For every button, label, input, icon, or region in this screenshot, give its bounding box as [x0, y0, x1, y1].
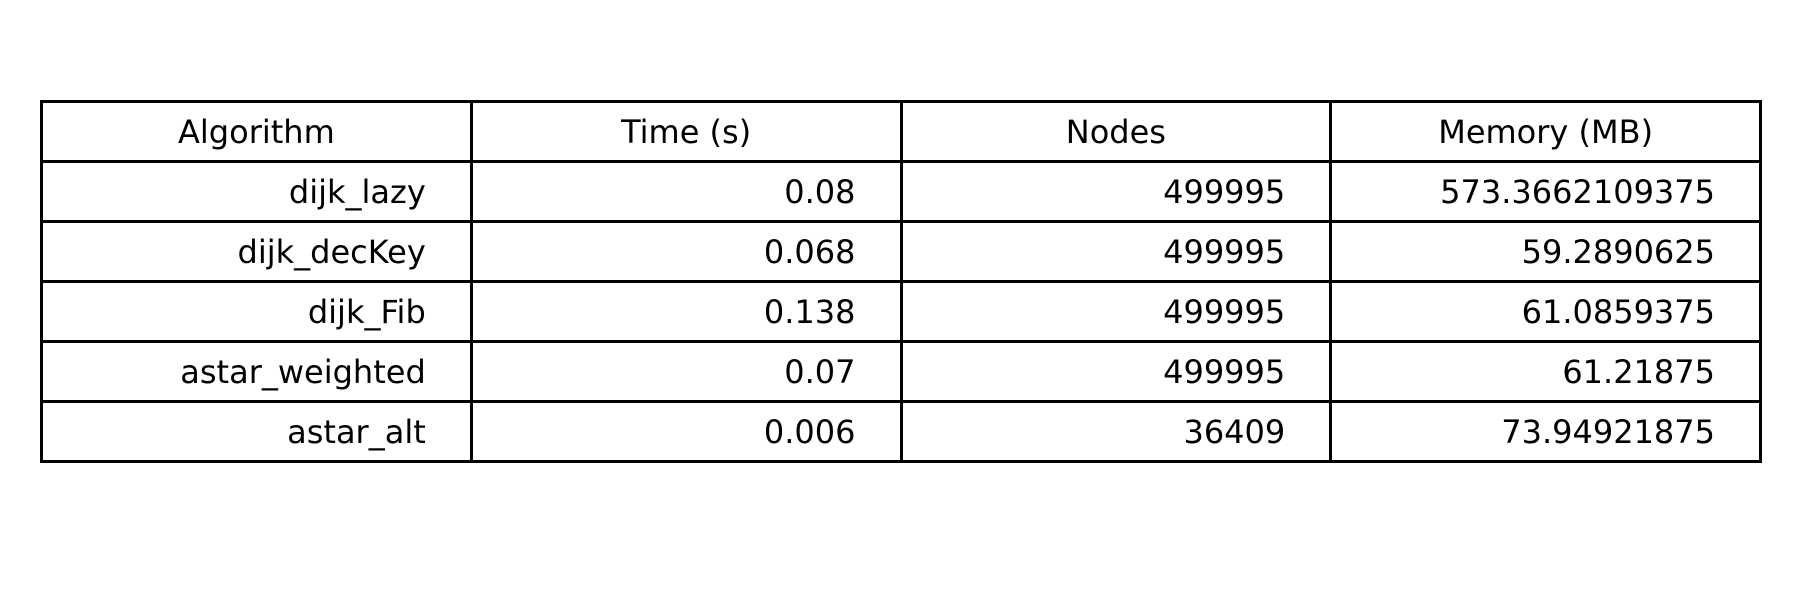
table-row: astar_alt 0.006 36409 73.94921875 [40, 400, 1762, 463]
column-header-algorithm: Algorithm [40, 100, 473, 163]
nodes-cell: 499995 [899, 280, 1333, 343]
nodes-cell: 499995 [899, 220, 1333, 283]
algorithm-cell: dijk_Fib [40, 280, 473, 343]
time-cell: 0.068 [469, 220, 903, 283]
column-header-time: Time (s) [469, 100, 903, 163]
memory-cell: 59.2890625 [1329, 220, 1762, 283]
memory-cell: 73.94921875 [1329, 400, 1762, 463]
time-cell: 0.006 [469, 400, 903, 463]
algorithm-cell: dijk_decKey [40, 220, 473, 283]
memory-cell: 61.0859375 [1329, 280, 1762, 343]
table-row: dijk_decKey 0.068 499995 59.2890625 [40, 220, 1762, 283]
table-row: dijk_Fib 0.138 499995 61.0859375 [40, 280, 1762, 343]
nodes-cell: 499995 [899, 340, 1333, 403]
results-table: Algorithm Time (s) Nodes Memory (MB) dij… [40, 100, 1762, 463]
table-row: dijk_lazy 0.08 499995 573.3662109375 [40, 160, 1762, 223]
time-cell: 0.07 [469, 340, 903, 403]
column-header-nodes: Nodes [899, 100, 1333, 163]
algorithm-cell: astar_weighted [40, 340, 473, 403]
table-row: astar_weighted 0.07 499995 61.21875 [40, 340, 1762, 403]
column-header-memory: Memory (MB) [1329, 100, 1762, 163]
memory-cell: 573.3662109375 [1329, 160, 1762, 223]
time-cell: 0.138 [469, 280, 903, 343]
nodes-cell: 499995 [899, 160, 1333, 223]
algorithm-cell: dijk_lazy [40, 160, 473, 223]
table-header-row: Algorithm Time (s) Nodes Memory (MB) [40, 100, 1762, 163]
time-cell: 0.08 [469, 160, 903, 223]
memory-cell: 61.21875 [1329, 340, 1762, 403]
nodes-cell: 36409 [899, 400, 1333, 463]
algorithm-cell: astar_alt [40, 400, 473, 463]
